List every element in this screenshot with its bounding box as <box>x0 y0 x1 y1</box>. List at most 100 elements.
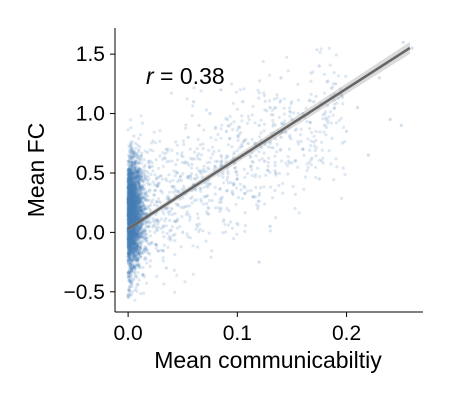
scatter-point <box>152 193 156 197</box>
scatter-point <box>126 222 131 226</box>
scatter-point <box>224 189 228 193</box>
scatter-point <box>134 217 138 221</box>
scatter-point <box>165 160 169 164</box>
scatter-point <box>134 175 138 179</box>
scatter-point <box>136 258 140 262</box>
scatter-point <box>126 242 130 246</box>
scatter-point <box>230 226 234 230</box>
scatter-point <box>302 187 306 191</box>
scatter-point <box>257 123 261 127</box>
scatter-point <box>168 218 172 223</box>
scatter-point <box>184 123 188 127</box>
scatter-point <box>243 191 247 196</box>
scatter-point <box>138 178 142 182</box>
scatter-point <box>226 124 230 128</box>
scatter-point <box>131 205 136 209</box>
scatter-point <box>399 123 403 127</box>
scatter-point <box>251 104 255 108</box>
scatter-point <box>129 279 134 284</box>
scatter-point <box>127 169 131 173</box>
scatter-point <box>130 220 134 224</box>
scatter-point <box>206 194 210 198</box>
scatter-point <box>132 171 136 175</box>
scatter-point <box>126 218 130 222</box>
scatter-point <box>130 182 134 186</box>
scatter-point <box>142 291 146 295</box>
scatter-point <box>189 156 193 160</box>
scatter-point <box>128 244 132 248</box>
scatter-point <box>135 194 139 199</box>
scatter-point <box>266 160 270 165</box>
scatter-point <box>128 209 132 213</box>
scatter-point <box>129 293 133 297</box>
scatter-point <box>139 292 143 296</box>
scatter-point <box>135 197 139 201</box>
scatter-point <box>193 198 197 203</box>
scatter-point <box>214 138 218 142</box>
scatter-point <box>129 168 133 172</box>
scatter-point <box>131 252 135 257</box>
scatter-point <box>128 191 132 195</box>
scatter-point <box>194 173 198 177</box>
scatter-point <box>128 199 132 203</box>
scatter-point <box>204 108 209 112</box>
scatter-point <box>128 251 132 255</box>
scatter-point <box>129 204 133 208</box>
scatter-point <box>129 233 133 237</box>
scatter-point <box>136 226 140 230</box>
scatter-point <box>131 190 135 194</box>
scatter-point <box>133 199 137 203</box>
scatter-point <box>132 208 136 212</box>
scatter-point <box>134 181 138 185</box>
scatter-point <box>127 230 131 234</box>
scatter-point <box>281 181 285 186</box>
scatter-point <box>128 223 132 227</box>
scatter-point <box>132 183 136 187</box>
scatter-point <box>135 211 140 215</box>
scatter-point <box>164 224 168 228</box>
scatter-point <box>232 150 236 155</box>
scatter-point <box>129 215 133 219</box>
scatter-point <box>139 209 143 213</box>
scatter-point <box>261 59 265 64</box>
scatter-point <box>126 202 131 206</box>
scatter-point <box>127 211 131 215</box>
scatter-point <box>130 187 134 191</box>
scatter-point <box>130 206 134 210</box>
scatter-point <box>136 229 140 233</box>
scatter-point <box>238 88 242 92</box>
scatter-point <box>142 250 146 254</box>
scatter-point <box>129 216 133 220</box>
scatter-point <box>130 210 135 214</box>
scatter-point <box>128 192 132 196</box>
scatter-point <box>134 209 138 213</box>
scatter-point <box>319 47 323 51</box>
scatter-point <box>321 117 325 121</box>
scatter-point <box>254 154 258 158</box>
scatter-point <box>328 63 332 67</box>
scatter-point <box>130 140 134 144</box>
scatter-point <box>341 125 346 129</box>
scatter-point <box>131 190 135 194</box>
scatter-point <box>135 201 139 205</box>
scatter-point <box>148 264 152 269</box>
scatter-point <box>130 191 134 195</box>
scatter-point <box>131 160 135 164</box>
scatter-point <box>132 204 136 208</box>
scatter-point <box>126 185 130 189</box>
scatter-point <box>137 183 141 187</box>
scatter-point <box>134 212 138 216</box>
scatter-point <box>130 202 135 206</box>
scatter-point <box>133 188 137 193</box>
scatter-point <box>139 214 143 218</box>
scatter-point <box>130 190 134 194</box>
scatter-point <box>133 194 138 198</box>
scatter-point <box>128 205 132 209</box>
scatter-point <box>325 80 329 84</box>
scatter-point <box>130 206 134 210</box>
scatter-point <box>128 216 132 220</box>
scatter-point <box>135 179 139 183</box>
scatter-point <box>128 218 132 222</box>
scatter-point <box>127 206 131 210</box>
scatter-point <box>135 242 140 246</box>
